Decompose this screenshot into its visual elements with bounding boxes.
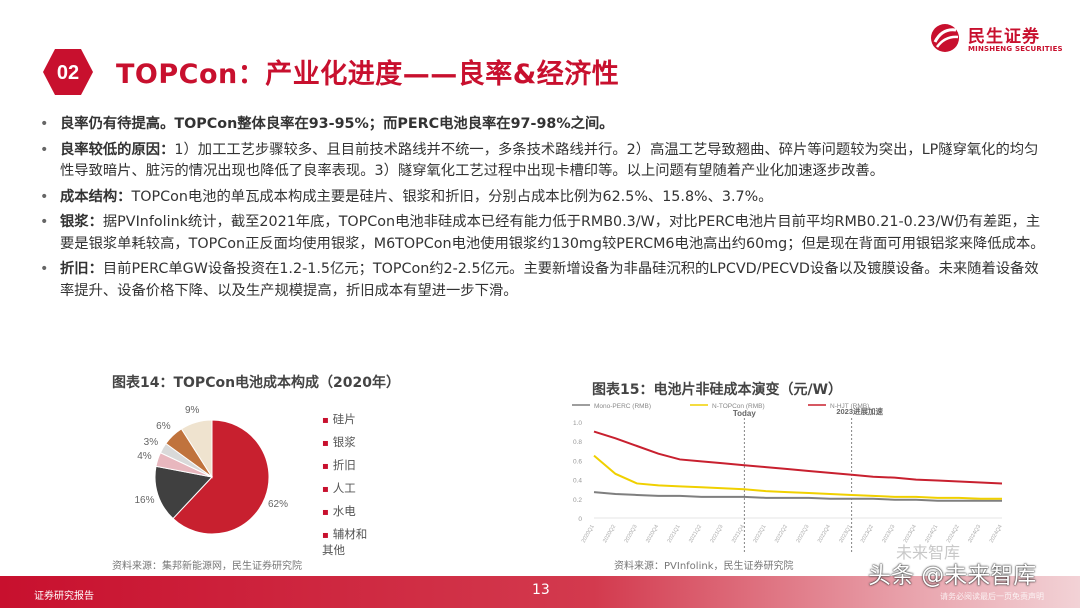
series-line [593, 430, 1003, 485]
y-tick-label: 1.0 [573, 420, 582, 427]
x-tick-label: 2021Q4 [731, 524, 746, 544]
pie-data-label: 6% [156, 421, 171, 432]
y-tick-label: 0 [578, 516, 582, 523]
pie-legend-item: ▪ 水电 [322, 503, 368, 519]
x-tick-label: 2024Q3 [967, 524, 982, 544]
legend-label: N-HJT (RMB) [830, 403, 869, 410]
pie-legend-label: 辅材和其他 [322, 527, 368, 557]
pie-legend-item: ▪ 辅材和其他 [322, 526, 368, 558]
bullet-item: • 良率仍有待提高。TOPCon整体良率在93-95%；而PERC电池良率在97-… [40, 116, 614, 132]
legend-bullet-icon: ▪ [322, 438, 329, 449]
bullet-item: • 成本结构：TOPCon电池的单瓦成本构成主要是硅片、银浆和折旧，分别占成本比例… [40, 188, 773, 205]
chart15-source: 资料来源：PVInfolink，民生证券研究院 [614, 561, 794, 572]
pie-legend-item: ▪ 硅片 [322, 411, 368, 427]
pie-data-label: 4% [137, 451, 152, 462]
chart14-title: 图表14：TOPCon电池成本构成（2020年） [112, 375, 401, 391]
pie-data-label: 9% [185, 405, 200, 416]
pie-chart: 62% 16% 4% 3% 6% 9% [134, 405, 288, 535]
footer-label: 证券研究报告 [34, 591, 94, 602]
x-tick-label: 2021Q1 [667, 524, 682, 544]
x-tick-label: 2022Q2 [774, 524, 789, 544]
legend-label: Mono-PERC (RMB) [594, 403, 651, 410]
x-tick-label: 2022Q3 [795, 524, 810, 544]
x-tick-label: 2022Q4 [817, 524, 832, 544]
bullet-item: • 银浆：据PVInfolink统计，截至2021年底，TOPCon电池非硅成本已… [40, 214, 1045, 252]
bullet-list: • 良率仍有待提高。TOPCon整体良率在93-95%；而PERC电池良率在97-… [38, 114, 1048, 306]
y-tick-label: 0.8 [573, 439, 582, 446]
legend-bullet-icon: ▪ [322, 461, 329, 472]
pie-slice-5 [180, 419, 213, 479]
minsheng-logo-icon [931, 24, 959, 52]
pie-legend-label: 银浆 [332, 435, 356, 449]
bullet-item: • 折旧：目前PERC单GW设备投资在1.2-1.5亿元；TOPCon约2-2.5… [40, 261, 1039, 299]
legend-bullet-icon: ▪ [322, 507, 329, 518]
line-chart: Mono-PERC (RMB) N-TOPCon (RMB) N-HJT (RMB)… [572, 403, 1004, 554]
series-line [593, 491, 1002, 502]
pie-slice-0 [172, 419, 270, 535]
x-tick-label: 2021Q3 [710, 524, 725, 544]
series-line [593, 454, 1002, 500]
x-tick-label: 2020Q2 [602, 524, 617, 544]
legend-label: N-TOPCon (RMB) [712, 403, 765, 410]
y-tick-label: 0.6 [573, 458, 582, 465]
section-number: 02 [57, 62, 79, 84]
x-tick-label: 2023Q3 [881, 524, 896, 544]
pie-legend-label: 水电 [332, 504, 356, 518]
x-tick-label: 2024Q4 [989, 524, 1004, 544]
pie-legend-item: ▪ 折旧 [322, 457, 368, 473]
pie-legend-item: ▪ 人工 [322, 480, 368, 496]
pie-data-label: 16% [134, 495, 154, 506]
logo-text: 民生证券 [968, 27, 1040, 47]
x-tick-label: 2020Q1 [581, 524, 596, 544]
legend-bullet-icon: ▪ [322, 530, 329, 541]
logo-text-en: MINSHENG SECURITIES [968, 45, 1063, 53]
pie-legend-label: 人工 [332, 481, 356, 495]
page-title: TOPCon：产业化进度——良率&经济性 [116, 59, 620, 90]
chart15-title: 图表15：电池片非硅成本演变（元/W） [592, 382, 843, 398]
watermark-faint: 未来智库 [896, 543, 961, 562]
x-tick-label: 2020Q3 [624, 524, 639, 544]
watermark: 头条 @未来智库 [868, 563, 1037, 589]
pie-data-label: 3% [144, 437, 159, 448]
pie-data-label: 62% [268, 499, 288, 510]
pie-legend-item: ▪ 银浆 [322, 434, 368, 450]
legend-bullet-icon: ▪ [322, 415, 329, 426]
chart14-source: 资料来源：集邦新能源网，民生证券研究院 [112, 561, 302, 572]
y-tick-label: 0.4 [573, 478, 582, 485]
x-tick-label: 2020Q4 [645, 524, 660, 544]
annotation-label: Today [733, 409, 757, 418]
x-tick-label: 2021Q2 [688, 524, 703, 544]
x-tick-label: 2023Q1 [838, 524, 853, 544]
pie-legend-label: 折旧 [332, 458, 356, 472]
footer-bar [0, 576, 1080, 608]
page-number: 13 [532, 582, 550, 598]
y-tick-label: 0.2 [573, 497, 582, 504]
x-tick-label: 2023Q2 [860, 524, 875, 544]
annotation-label: 2023进展加速 [836, 406, 883, 416]
section-badge: 02 [43, 49, 93, 95]
legend-bullet-icon: ▪ [322, 484, 329, 495]
disclaimer-note: 请务必阅读最后一页免责声明 [940, 592, 1044, 601]
pie-legend-label: 硅片 [332, 412, 356, 426]
pie-slice-1 [154, 465, 213, 520]
x-tick-label: 2022Q1 [753, 524, 768, 544]
bullet-item: • 良率较低的原因：1）加工工艺步骤较多、且目前技术路线并不统一，多条技术路线并行… [40, 141, 1039, 180]
